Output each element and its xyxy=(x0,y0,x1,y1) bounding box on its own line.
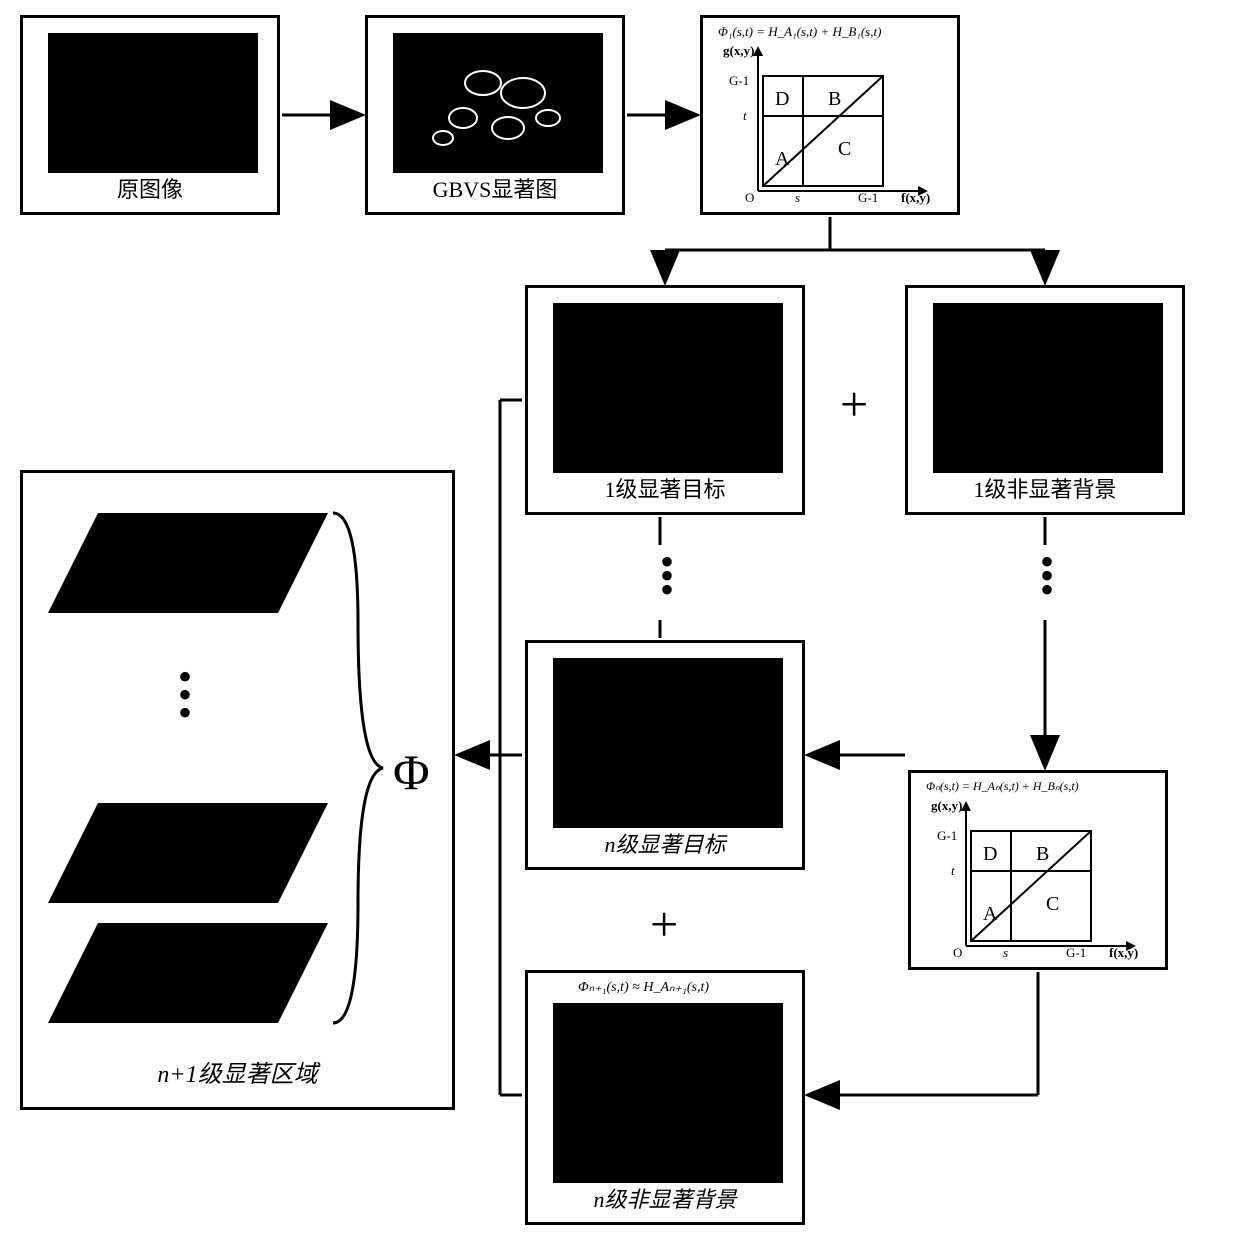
level1-bg-img xyxy=(933,303,1163,473)
leveln-bg-box: Φₙ₊₁(s,t) ≈ H_Aₙ₊₁(s,t) n级非显著背景 xyxy=(525,970,805,1225)
gbvs-box: GBVS显著图 xyxy=(365,15,625,215)
phi1-g1x: G-1 xyxy=(858,190,878,206)
phin-A: A xyxy=(983,903,997,926)
phin-o: O xyxy=(953,945,962,961)
phin-s: s xyxy=(1003,945,1008,961)
phi1-yaxis: g(x,y) xyxy=(723,43,754,59)
level1-bg-box: 1级非显著背景 xyxy=(905,285,1185,515)
level1-target-label: 1级显著目标 xyxy=(528,472,802,504)
phi1-box: Φ₁(s,t) = H_A₁(s,t) + H_B₁(s,t) g(x,y) G… xyxy=(700,15,960,215)
dots2: ••• xyxy=(1040,555,1054,597)
leveln-bg-label: n级非显著背景 xyxy=(528,1182,802,1214)
phin-D: D xyxy=(983,843,997,866)
plus1: + xyxy=(840,375,868,433)
phi1-B: B xyxy=(828,88,841,111)
phin-C: C xyxy=(1046,893,1059,916)
dots1: ••• xyxy=(660,555,674,597)
phin-box: Φₙ(s,t) = H_Aₙ(s,t) + H_Bₙ(s,t) g(x,y) G… xyxy=(908,770,1168,970)
phi1-o: O xyxy=(745,190,754,206)
leveln-bg-img xyxy=(553,1003,783,1183)
phi1-t: t xyxy=(743,108,747,124)
regions-box: ••• Φ n+1级显著区域 xyxy=(20,470,455,1110)
plus2: + xyxy=(650,895,678,953)
regions-phi: Φ xyxy=(393,743,430,801)
level1-target-img xyxy=(553,303,783,473)
regions-dots: ••• xyxy=(178,668,192,722)
gbvs-label: GBVS显著图 xyxy=(368,172,622,204)
phin-g1y: G-1 xyxy=(937,828,957,844)
phin-xaxis: f(x,y) xyxy=(1109,945,1138,961)
leveln-target-box: n级显著目标 xyxy=(525,640,805,870)
level1-bg-label: 1级非显著背景 xyxy=(908,472,1182,504)
leveln-bg-formula: Φₙ₊₁(s,t) ≈ H_Aₙ₊₁(s,t) xyxy=(578,979,709,996)
phin-B: B xyxy=(1036,843,1049,866)
phi1-s: s xyxy=(795,190,800,206)
phin-t: t xyxy=(951,863,955,879)
leveln-target-label: n级显著目标 xyxy=(528,827,802,859)
original-image xyxy=(48,33,258,173)
original-label: 原图像 xyxy=(23,172,277,204)
phi1-A: A xyxy=(775,148,789,171)
phi1-g1y: G-1 xyxy=(729,73,749,89)
regions-label: n+1级显著区域 xyxy=(23,1054,452,1089)
gbvs-image xyxy=(393,33,603,173)
leveln-target-img xyxy=(553,658,783,828)
phi1-D: D xyxy=(775,88,789,111)
phin-g1x: G-1 xyxy=(1066,945,1086,961)
phi1-xaxis: f(x,y) xyxy=(901,190,930,206)
phi1-C: C xyxy=(838,138,851,161)
phin-yaxis: g(x,y) xyxy=(931,798,962,814)
original-image-box: 原图像 xyxy=(20,15,280,215)
level1-target-box: 1级显著目标 xyxy=(525,285,805,515)
